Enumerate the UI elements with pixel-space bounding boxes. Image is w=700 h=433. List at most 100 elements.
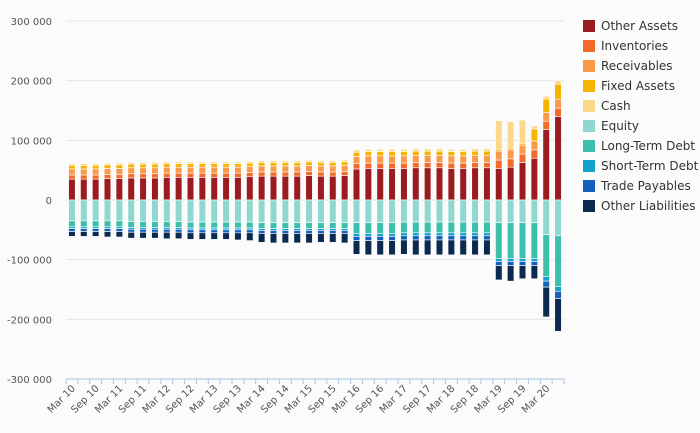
bar-segment-equity <box>435 199 444 223</box>
bar-segment-other-liabilities <box>530 265 538 280</box>
legend-item-equity[interactable]: Equity <box>583 116 698 136</box>
bar-segment-trade-payables <box>518 261 527 266</box>
bar-segment-other-assets <box>495 168 503 201</box>
bar-segment-inventories <box>376 162 384 169</box>
bar-segment-other-liabilities <box>92 231 100 237</box>
bar-segment-other-liabilities <box>412 239 420 256</box>
bar-segment-long-term-debt <box>329 222 337 229</box>
bar-stack <box>222 161 230 240</box>
bar-segment-other-liabilities <box>115 231 123 238</box>
bar-stack <box>305 159 313 244</box>
bar-segment-other-liabilities <box>447 239 455 256</box>
bar-segment-trade-payables <box>483 235 491 241</box>
bar-segment-long-term-debt <box>186 221 195 229</box>
bar-segment-receivables <box>175 166 183 174</box>
legend-swatch <box>583 60 595 72</box>
bar-segment-receivables <box>412 154 420 163</box>
bar-segment-receivables <box>341 165 349 172</box>
y-tick-label: 100 000 <box>11 136 52 147</box>
bar-segment-trade-payables <box>234 229 242 234</box>
bar-segment-other-liabilities <box>518 265 527 280</box>
legend-item-receivables[interactable]: Receivables <box>583 56 698 76</box>
bar-segment-inventories <box>281 171 289 177</box>
legend-item-inventories[interactable]: Inventories <box>583 36 698 56</box>
bar-segment-other-assets <box>400 168 408 201</box>
legend-item-long-term-debt[interactable]: Long-Term Debt <box>583 136 698 156</box>
bar-segment-inventories <box>424 162 432 169</box>
legend-item-trade-payables[interactable]: Trade Payables <box>583 176 698 196</box>
bar-stack <box>435 148 444 256</box>
bar-segment-other-liabilities <box>329 233 337 243</box>
legend-item-other-liabilities[interactable]: Other Liabilities <box>583 196 698 216</box>
bar-segment-other-liabilities <box>305 233 313 244</box>
legend-label: Fixed Assets <box>601 79 675 93</box>
bar-segment-other-assets <box>518 162 527 201</box>
bar-segment-inventories <box>92 174 100 180</box>
bar-segment-receivables <box>139 167 147 175</box>
bar-stack <box>68 163 76 237</box>
bar-segment-long-term-debt <box>459 221 467 234</box>
legend-label: Equity <box>601 119 639 133</box>
bar-segment-other-assets <box>80 178 88 201</box>
bar-segment-inventories <box>518 153 527 163</box>
bar-segment-receivables <box>352 156 361 164</box>
bar-stack <box>364 148 372 256</box>
bar-segment-other-assets <box>471 167 479 201</box>
bar-segment-short-term-debt <box>518 258 527 262</box>
legend-item-cash[interactable]: Cash <box>583 96 698 116</box>
bar-segment-other-assets <box>364 168 372 201</box>
bar-segment-trade-payables <box>341 230 349 234</box>
y-axis-labels: 300 000 200 000 100 000 0 -100 000 -200 000 -3… <box>7 17 52 386</box>
bar-segment-trade-payables <box>186 229 195 234</box>
bar-stack <box>234 161 242 241</box>
legend-swatch <box>583 200 595 212</box>
legend-item-short-term-debt[interactable]: Short-Term Debt <box>583 156 698 176</box>
bar-segment-receivables <box>246 166 254 173</box>
bar-segment-equity <box>222 199 230 223</box>
bar-segment-other-assets <box>459 168 467 201</box>
bar-segment-inventories <box>364 162 372 169</box>
bar-segment-trade-payables <box>447 235 455 241</box>
bar-segment-long-term-debt <box>163 221 171 228</box>
bar-segment-fixed-assets <box>530 128 538 142</box>
bar-segment-cash <box>329 160 337 163</box>
bar-segment-equity <box>542 199 550 235</box>
bar-segment-fixed-assets <box>198 163 206 168</box>
bar-segment-inventories <box>68 174 76 180</box>
bar-stack <box>352 149 361 255</box>
legend-item-fixed-assets[interactable]: Fixed Assets <box>583 76 698 96</box>
bar-segment-receivables <box>483 154 491 163</box>
bar-segment-long-term-debt <box>435 221 444 234</box>
bar-segment-fixed-assets <box>542 98 550 113</box>
legend-label: Receivables <box>601 59 673 73</box>
bar-segment-cash <box>103 162 112 166</box>
bar-segment-receivables <box>269 165 278 173</box>
bar-segment-receivables <box>68 168 76 176</box>
bar-stack <box>103 162 112 238</box>
bar-stack <box>127 162 135 239</box>
bar-segment-other-liabilities <box>542 286 550 318</box>
bar-segment-cash <box>542 95 550 100</box>
bar-segment-trade-payables <box>163 228 171 233</box>
bar-segment-long-term-debt <box>542 234 550 277</box>
bar-segment-cash <box>151 162 159 165</box>
bar-segment-other-liabilities <box>258 233 266 243</box>
legend-item-other-assets[interactable]: Other Assets <box>583 16 698 36</box>
bar-segment-inventories <box>127 173 135 179</box>
bar-segment-trade-payables <box>364 236 372 241</box>
bar-segment-other-liabilities <box>103 231 112 238</box>
bar-segment-cash <box>376 148 384 152</box>
bar-segment-short-term-debt <box>542 276 550 282</box>
bar-segment-other-liabilities <box>246 232 254 241</box>
bar-stack <box>329 160 337 243</box>
bar-segment-fixed-assets <box>293 162 301 167</box>
bar-segment-other-liabilities <box>151 231 159 239</box>
bar-segment-other-assets <box>198 177 206 201</box>
bar-segment-receivables <box>198 166 206 174</box>
legend-label: Long-Term Debt <box>601 139 696 153</box>
bar-stack <box>542 95 550 318</box>
bar-segment-receivables <box>115 168 123 175</box>
bar-segment-trade-payables <box>317 230 325 234</box>
bar-segment-inventories <box>507 158 515 168</box>
bar-stack <box>471 148 479 256</box>
